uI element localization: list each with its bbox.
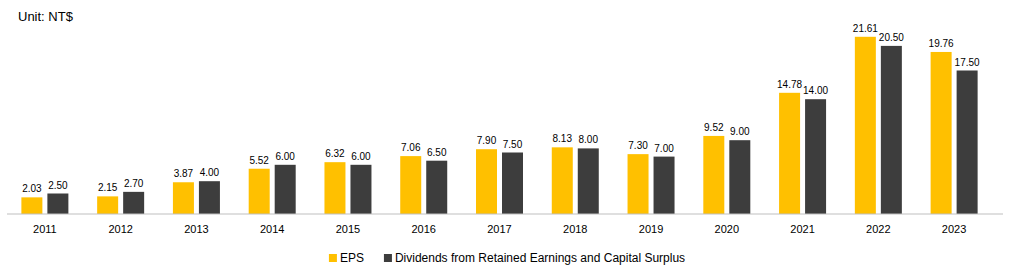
data-label: 7.00 <box>654 143 674 154</box>
data-label: 2.70 <box>124 178 144 189</box>
x-tick-label: 2017 <box>487 223 511 235</box>
data-label: 9.00 <box>730 126 750 137</box>
legend-label: EPS <box>340 251 364 265</box>
data-label: 3.87 <box>174 168 194 179</box>
data-label: 7.90 <box>477 135 497 146</box>
bar <box>275 165 296 214</box>
data-label: 14.00 <box>803 85 828 96</box>
bar <box>173 182 194 214</box>
bar <box>426 161 447 214</box>
x-tick-label: 2019 <box>639 223 663 235</box>
bar <box>476 149 497 214</box>
x-tick-label: 2015 <box>336 223 360 235</box>
x-tick-label: 2011 <box>33 223 57 235</box>
data-label: 5.52 <box>249 155 269 166</box>
data-label: 2.15 <box>98 182 118 193</box>
legend-label: Dividends from Retained Earnings and Cap… <box>395 251 685 265</box>
bar <box>249 169 270 214</box>
data-label: 8.13 <box>553 133 573 144</box>
x-axis-line <box>7 214 1003 215</box>
bar <box>324 162 345 214</box>
bar <box>578 148 599 214</box>
legend-swatch <box>329 254 337 262</box>
bar <box>805 99 826 214</box>
data-labels: 2.03 2.15 3.87 5.52 6.32 7.06 7.90 8.13 7.30 9.52… <box>22 23 980 195</box>
x-tick-label: 2012 <box>108 223 132 235</box>
bar <box>628 154 649 214</box>
chart: Unit: NT$ 2.03 2.15 3.87 5.52 6.32 7.06 7.90 8.1… <box>0 0 1014 273</box>
data-label: 8.00 <box>579 134 599 145</box>
bar <box>881 46 902 214</box>
bar <box>654 157 675 214</box>
data-label: 14.78 <box>777 79 802 90</box>
bar <box>47 194 68 215</box>
x-tick-label: 2021 <box>790 223 814 235</box>
x-tick-label: 2023 <box>942 223 966 235</box>
bar <box>931 52 952 214</box>
legend: EPS Dividends from Retained Earnings and … <box>329 251 685 265</box>
bar <box>123 192 144 214</box>
data-label: 6.32 <box>325 148 345 159</box>
data-label: 4.00 <box>200 167 220 178</box>
bar <box>21 197 42 214</box>
data-label: 2.03 <box>22 183 42 194</box>
bar <box>957 71 978 215</box>
bar <box>502 153 523 215</box>
axis-label: Unit: NT$ <box>18 9 74 24</box>
bar <box>400 156 421 214</box>
data-label: 17.50 <box>955 57 980 68</box>
data-label: 9.52 <box>704 122 724 133</box>
bar <box>703 136 724 214</box>
bar <box>779 93 800 214</box>
bar <box>350 165 371 214</box>
data-label: 6.00 <box>351 151 371 162</box>
bar <box>855 37 876 214</box>
data-label: 21.61 <box>853 23 878 34</box>
bar <box>199 181 220 214</box>
data-label: 7.06 <box>401 142 421 153</box>
data-label: 7.50 <box>503 139 523 150</box>
x-tick-label: 2013 <box>184 223 208 235</box>
data-label: 2.50 <box>48 180 68 191</box>
bar <box>552 147 573 214</box>
x-tick-label: 2020 <box>715 223 739 235</box>
data-label: 7.30 <box>628 140 648 151</box>
data-label: 19.76 <box>929 38 954 49</box>
legend-swatch <box>384 254 392 262</box>
bars <box>21 37 977 214</box>
bar <box>97 196 118 214</box>
bar <box>729 140 750 214</box>
data-label: 6.50 <box>427 147 447 158</box>
data-label: 20.50 <box>879 32 904 43</box>
x-tick-label: 2018 <box>563 223 587 235</box>
data-label: 6.00 <box>275 151 295 162</box>
x-tick-label: 2016 <box>411 223 435 235</box>
x-tick-label: 2014 <box>260 223 284 235</box>
x-tick-label: 2022 <box>866 223 890 235</box>
